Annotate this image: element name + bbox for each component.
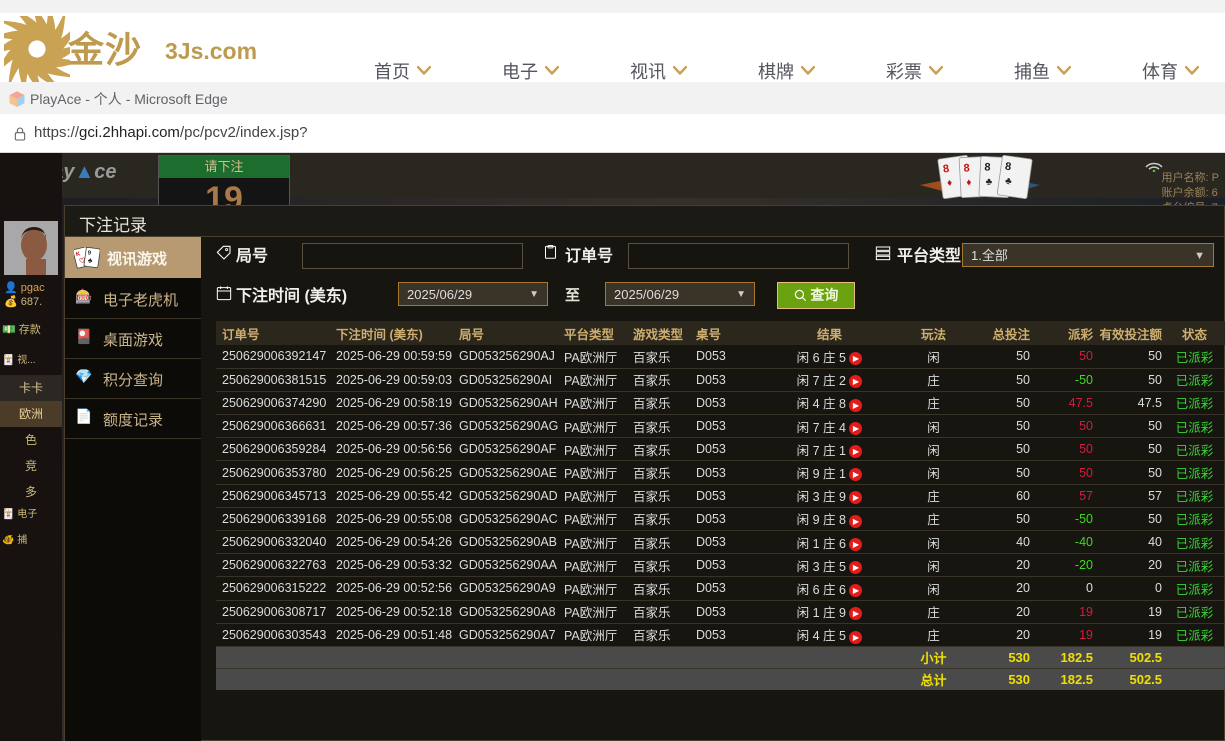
svg-text:♦: ♦ — [966, 177, 972, 188]
svg-text:8: 8 — [984, 161, 991, 173]
svg-text:8: 8 — [963, 162, 970, 174]
svg-text:♣: ♣ — [985, 177, 993, 188]
